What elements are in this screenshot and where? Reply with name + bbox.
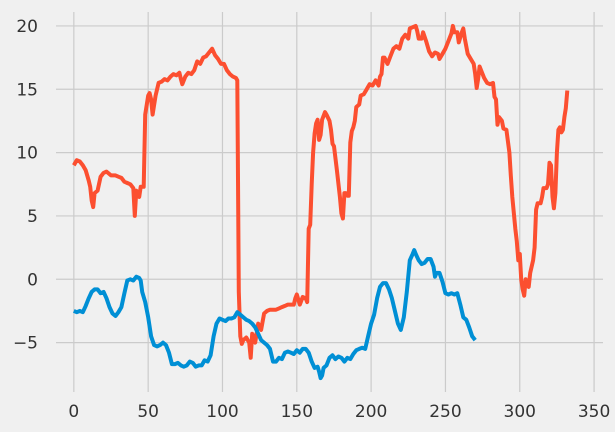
x-tick-label: 50	[137, 402, 159, 422]
y-tick-label: 0	[27, 270, 38, 290]
x-tick-label: 100	[206, 402, 238, 422]
x-tick-label: 250	[429, 402, 461, 422]
series-line-1	[72, 23, 570, 360]
y-tick-label: −5	[13, 334, 38, 354]
grid-lines	[56, 12, 603, 392]
x-tick-label: 150	[281, 402, 313, 422]
y-tick-label: 15	[16, 80, 38, 100]
y-tick-label: 5	[27, 207, 38, 227]
x-tick-label: 350	[578, 402, 610, 422]
x-tick-label: 300	[504, 402, 536, 422]
series-lines	[72, 23, 570, 381]
tick-labels: 0 50 100 150 200 250 300 350 −5 0 5 10 15 20	[13, 17, 610, 422]
series-line-2	[73, 248, 477, 381]
x-tick-label: 0	[68, 402, 79, 422]
y-tick-label: 10	[16, 144, 38, 164]
x-tick-label: 200	[355, 402, 387, 422]
y-tick-label: 20	[16, 17, 38, 37]
